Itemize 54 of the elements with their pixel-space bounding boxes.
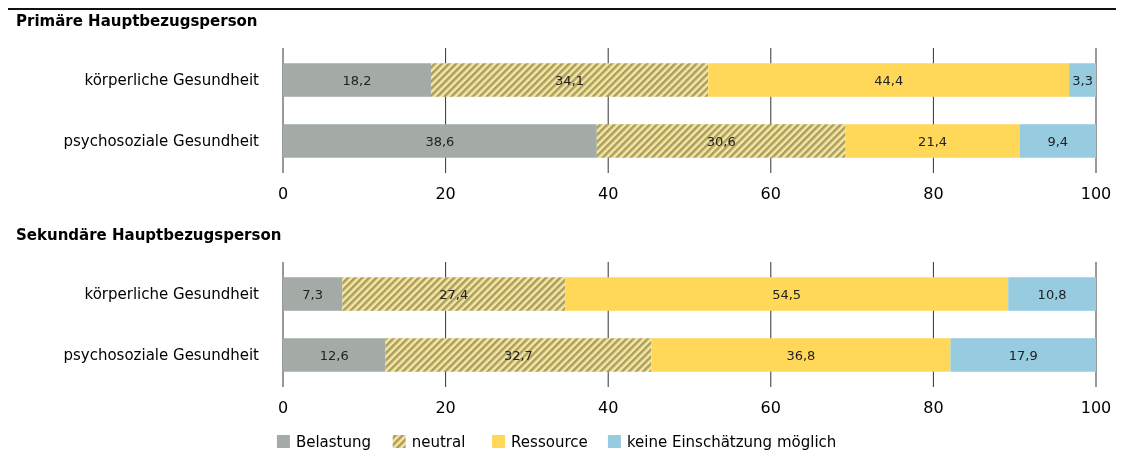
data-label: 12,6 — [319, 347, 349, 363]
bar — [1019, 124, 1096, 158]
data-label: 38,6 — [425, 133, 455, 149]
x-tick-label: 20 — [435, 184, 456, 203]
data-label: 36,8 — [786, 347, 816, 363]
data-label: 32,7 — [503, 347, 533, 363]
x-tick-label: 40 — [598, 398, 619, 417]
x-tick-label: 60 — [760, 398, 781, 417]
data-label: 7,3 — [302, 286, 324, 302]
x-tick-label: 40 — [598, 184, 619, 203]
bar — [430, 63, 709, 97]
legend-label: Belastung — [295, 433, 372, 451]
x-tick-label: 80 — [923, 184, 944, 203]
y-tick-label: psychosoziale Gesundheit — [63, 346, 260, 365]
bar — [342, 277, 566, 311]
data-label: 34,1 — [555, 72, 585, 88]
data-label: 44,4 — [874, 72, 904, 88]
bar — [385, 338, 652, 372]
bar — [283, 338, 386, 372]
data-label: 27,4 — [439, 286, 469, 302]
data-label: 3,3 — [1072, 72, 1093, 88]
data-label: 9,4 — [1047, 133, 1069, 149]
x-tick-label: 0 — [277, 398, 289, 417]
legend-label: Ressource — [511, 433, 588, 451]
legend-label: keine Einschätzung möglich — [626, 433, 837, 451]
data-label: 54,5 — [772, 286, 802, 302]
x-tick-label: 20 — [435, 398, 456, 417]
bar — [596, 124, 846, 158]
data-label: 30,6 — [706, 133, 736, 149]
text: Primäre Hauptbezugsperson — [16, 12, 258, 30]
y-tick-label: körperliche Gesundheit — [84, 71, 260, 90]
bar — [283, 277, 343, 311]
data-label: 17,9 — [1008, 347, 1038, 363]
bar — [845, 124, 1020, 158]
text: Sekundäre Hauptbezugsperson — [16, 226, 282, 244]
x-tick-label: 100 — [1080, 398, 1112, 417]
y-tick-label: psychosoziale Gesundheit — [63, 132, 260, 151]
bar — [950, 338, 1096, 372]
bar — [1069, 63, 1096, 97]
legend-label: neutral — [411, 433, 466, 451]
bar — [283, 63, 431, 97]
x-tick-label: 80 — [923, 398, 944, 417]
x-tick-label: 60 — [760, 184, 781, 203]
data-label: 21,4 — [918, 133, 948, 149]
bar — [283, 124, 597, 158]
bar — [565, 277, 1009, 311]
bar — [651, 338, 951, 372]
bar — [708, 63, 1070, 97]
data-label: 10,8 — [1037, 286, 1067, 302]
x-tick-label: 100 — [1080, 184, 1112, 203]
x-tick-label: 0 — [277, 184, 289, 203]
data-label: 18,2 — [342, 72, 372, 88]
y-tick-label: körperliche Gesundheit — [84, 285, 260, 304]
bar — [1008, 277, 1096, 311]
